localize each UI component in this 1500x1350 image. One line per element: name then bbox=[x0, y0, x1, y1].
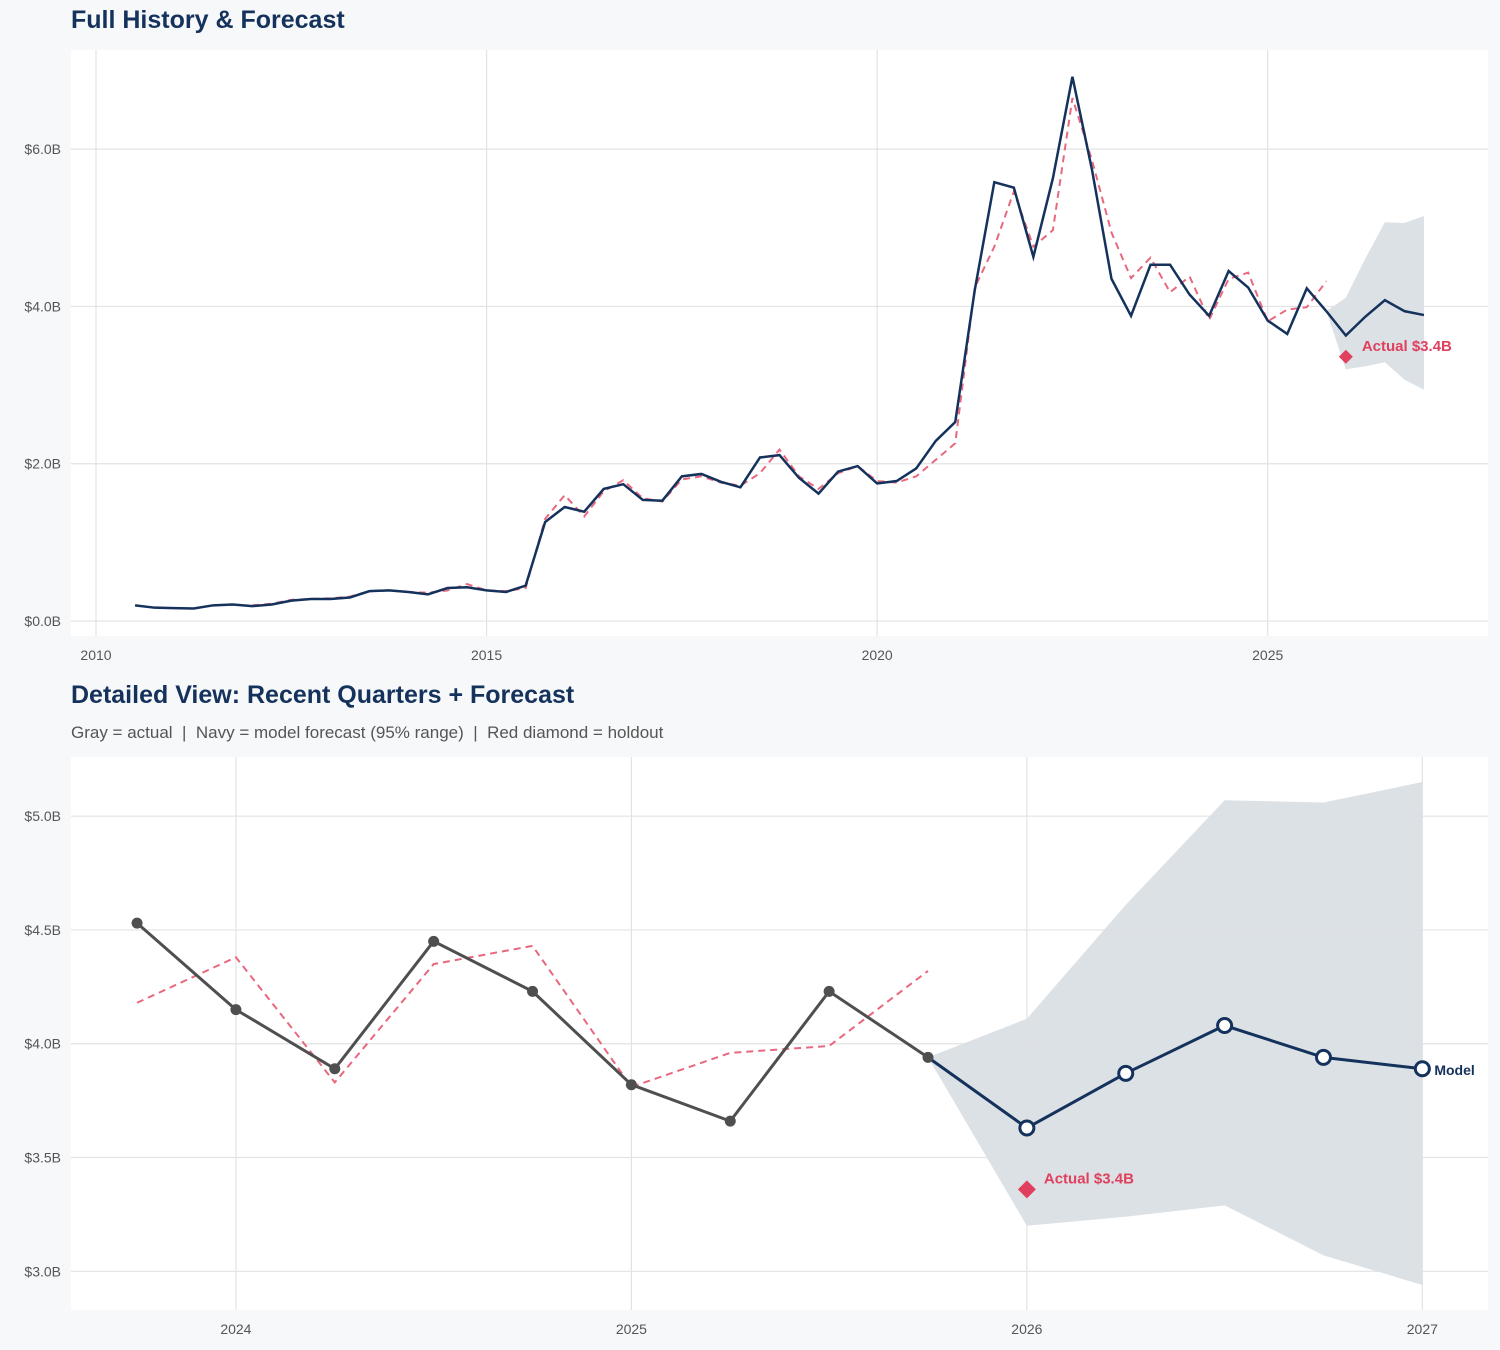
model-label: Model bbox=[1434, 1062, 1474, 1078]
bottom-chart-title: Detailed View: Recent Quarters + Forecas… bbox=[71, 681, 575, 709]
y-tick-label: $3.5B bbox=[24, 1150, 61, 1166]
holdout-label: Actual $3.4B bbox=[1044, 1170, 1134, 1187]
x-tick-label: 2010 bbox=[80, 647, 111, 663]
actual-point bbox=[527, 985, 539, 997]
y-tick-label: $4.0B bbox=[24, 1036, 61, 1052]
y-tick-label: $6.0B bbox=[24, 141, 61, 157]
x-tick-label: 2015 bbox=[471, 647, 502, 663]
x-tick-label: 2020 bbox=[862, 647, 893, 663]
y-tick-label: $4.0B bbox=[24, 298, 61, 314]
actual-point bbox=[823, 985, 835, 997]
actual-line bbox=[134, 76, 1328, 610]
forecast-line bbox=[1325, 298, 1425, 338]
actual-point bbox=[131, 917, 143, 929]
y-tick-label: $2.0B bbox=[24, 456, 61, 472]
actual-point bbox=[428, 935, 440, 947]
actual-point bbox=[724, 1115, 736, 1127]
actual-point bbox=[329, 1063, 341, 1075]
fitted-line bbox=[136, 944, 929, 1089]
x-tick-label: 2025 bbox=[616, 1321, 647, 1337]
y-tick-label: $5.0B bbox=[24, 808, 61, 824]
forecast-band bbox=[928, 782, 1423, 1285]
forecast-point bbox=[1216, 1017, 1234, 1035]
actual-point bbox=[922, 1051, 934, 1063]
full-history-chart: 2010 2015 2020 2025 $0.0B $2.0B $4.0B $6.0B Actu… bbox=[24, 50, 1488, 663]
forecast-point bbox=[1117, 1064, 1135, 1082]
forecast-band bbox=[1326, 215, 1424, 390]
x-tick-label: 2025 bbox=[1252, 647, 1283, 663]
forecast-point bbox=[1413, 1060, 1431, 1078]
plot-area bbox=[71, 50, 1488, 636]
holdout-diamond bbox=[1017, 1180, 1036, 1199]
x-tick-label: 2027 bbox=[1407, 1321, 1438, 1337]
top-chart-title: Full History & Forecast bbox=[71, 6, 345, 34]
holdout-label: Actual $3.4B bbox=[1362, 338, 1452, 355]
actual-point bbox=[625, 1079, 637, 1091]
forecast-point bbox=[1018, 1119, 1036, 1137]
bottom-chart-subtitle: Gray = actual | Navy = model forecast (9… bbox=[71, 723, 664, 742]
y-tick-label: $0.0B bbox=[24, 613, 61, 629]
y-tick-label: $4.5B bbox=[24, 922, 61, 938]
holdout-diamond bbox=[1338, 349, 1353, 364]
y-tick-label: $3.0B bbox=[24, 1263, 61, 1279]
x-tick-label: 2024 bbox=[220, 1321, 251, 1337]
forecast-point bbox=[1314, 1048, 1332, 1066]
actual-point bbox=[230, 1004, 242, 1016]
forecast-line bbox=[927, 1023, 1423, 1130]
x-tick-label: 2026 bbox=[1011, 1321, 1042, 1337]
